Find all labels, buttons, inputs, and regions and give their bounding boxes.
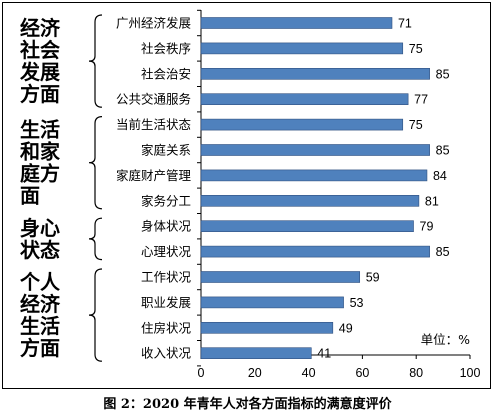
data-label: 85 [436, 144, 450, 158]
bar [200, 245, 430, 258]
data-label: 85 [436, 245, 450, 259]
data-label: 81 [425, 194, 439, 208]
data-label: 84 [433, 169, 447, 183]
bar [200, 169, 428, 182]
group-brace [88, 116, 103, 210]
bar [200, 271, 361, 283]
group-label: 个人 [19, 270, 61, 294]
category-label: 家庭财产管理 [116, 168, 192, 183]
bar [200, 220, 414, 232]
bar [200, 144, 430, 156]
group-brace [88, 268, 103, 362]
group-brace [88, 217, 103, 261]
category-label: 社会治安 [141, 66, 191, 81]
x-tick-label: 40 [302, 366, 316, 380]
category-label: 住房状况 [141, 320, 192, 335]
group-label: 社会 [19, 38, 60, 62]
category-label: 职业发展 [141, 295, 191, 310]
bar [200, 42, 404, 55]
category-label: 收入状况 [141, 346, 192, 361]
unit-label: 单位：% [421, 332, 471, 347]
x-tick-label: 80 [409, 366, 423, 380]
data-label: 75 [409, 42, 423, 56]
category-label: 广州经济发展 [116, 16, 191, 31]
x-tick-label: 60 [355, 366, 369, 380]
group-label: 面 [20, 184, 40, 208]
group-label: 状态 [20, 238, 60, 262]
data-label: 53 [350, 296, 364, 310]
group-label: 经济 [20, 16, 61, 40]
data-label: 85 [436, 67, 450, 81]
bar [200, 347, 312, 360]
group-label: 方面 [20, 336, 60, 360]
category-label: 社会秩序 [141, 41, 191, 56]
data-label: 71 [398, 17, 412, 31]
data-label: 59 [366, 271, 380, 285]
category-label: 工作状况 [141, 270, 192, 285]
x-tick-label: 20 [248, 366, 262, 380]
chart-caption: 图 2：2020 年青年人对各方面指标的满意度评价 [103, 397, 392, 412]
data-label: 79 [420, 220, 434, 234]
data-label: 49 [339, 321, 353, 335]
data-label: 41 [317, 347, 331, 361]
bar [200, 195, 420, 207]
bar [200, 296, 344, 309]
group-label: 生活 [20, 118, 60, 142]
category-label: 公共交通服务 [116, 92, 191, 107]
bar [200, 118, 404, 131]
group-label: 身心 [20, 216, 60, 240]
group-brace [88, 14, 103, 108]
x-tick-label: 0 [198, 366, 205, 380]
group-label: 方面 [20, 82, 60, 106]
bar [200, 93, 409, 105]
category-label: 心理状况 [141, 244, 192, 259]
bar [200, 321, 334, 334]
bar [200, 17, 393, 29]
category-label: 家务分工 [141, 193, 191, 208]
bar [200, 68, 430, 80]
category-label: 当前生活状态 [116, 117, 191, 132]
group-label: 生活 [20, 314, 60, 338]
category-label: 身体状况 [141, 219, 192, 234]
data-label: 77 [414, 93, 428, 107]
group-label: 庭方 [20, 162, 60, 186]
data-label: 75 [409, 118, 423, 132]
group-label: 经济 [20, 292, 61, 316]
chart-frame [2, 2, 491, 389]
x-tick-label: 100 [460, 366, 481, 380]
group-label: 发展 [19, 60, 60, 84]
group-label: 和家 [20, 140, 61, 164]
category-label: 家庭关系 [141, 143, 191, 158]
